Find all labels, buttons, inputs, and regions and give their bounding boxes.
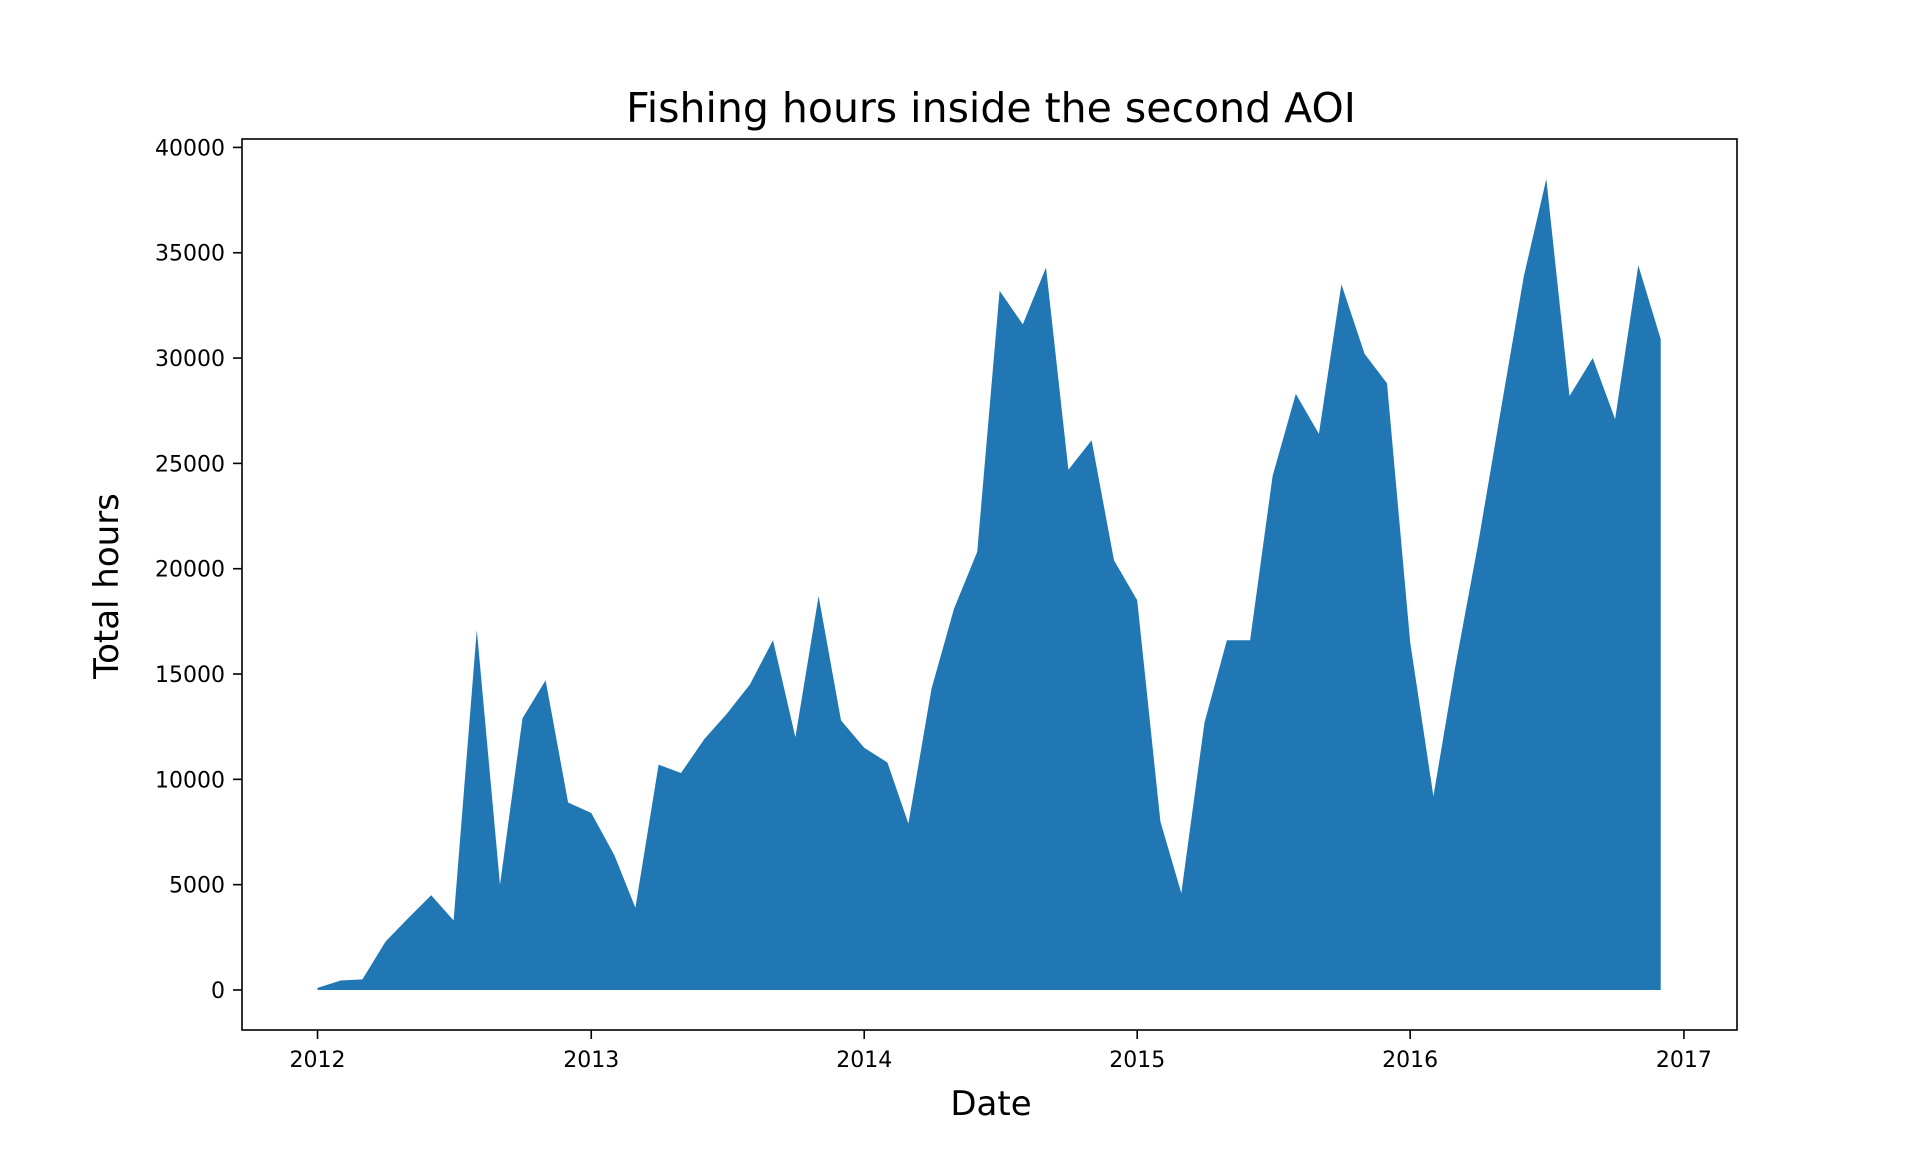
x-tick-label: 2016 — [1382, 1048, 1438, 1073]
y-tick-label: 15000 — [155, 663, 225, 688]
area-series — [317, 179, 1661, 990]
y-tick-label: 10000 — [155, 768, 225, 793]
x-tick-label: 2014 — [836, 1048, 892, 1073]
y-tick-label: 40000 — [155, 136, 225, 161]
x-tick-label: 2012 — [290, 1048, 346, 1073]
x-axis: 2012 2013 2014 2015 2016 2017 — [290, 1030, 1712, 1073]
x-axis-label: Date — [950, 1084, 1031, 1124]
axes-frame — [241, 138, 1738, 1031]
y-tick-label: 35000 — [155, 242, 225, 267]
x-tick-label: 2017 — [1656, 1048, 1712, 1073]
x-tick-label: 2015 — [1109, 1048, 1165, 1073]
y-axis-label: Total hours — [87, 493, 127, 680]
y-tick-label: 30000 — [155, 347, 225, 372]
y-tick-label: 25000 — [155, 452, 225, 477]
y-axis: 0 5000 10000 15000 20000 25000 30000 35000 40000 — [155, 136, 242, 1004]
chart-title: Fishing hours inside the second AOI — [626, 84, 1356, 132]
plot-area — [241, 138, 1738, 1031]
x-tick-label: 2013 — [563, 1048, 619, 1073]
y-tick-label: 0 — [211, 979, 225, 1004]
y-tick-label: 20000 — [155, 558, 225, 583]
y-tick-label: 5000 — [169, 874, 225, 899]
